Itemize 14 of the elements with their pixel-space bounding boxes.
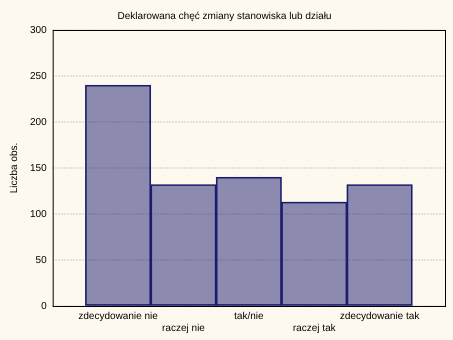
x-tick-label: raczej nie xyxy=(162,322,206,334)
y-tick-label: 100 xyxy=(30,208,48,220)
y-tick-label: 50 xyxy=(36,254,48,266)
x-tick-label: zdecydowanie tak xyxy=(340,310,420,322)
x-tick-label: tak/nie xyxy=(234,310,264,322)
y-tick-label: 0 xyxy=(41,300,48,312)
y-axis-title: Liczba obs. xyxy=(8,142,20,194)
y-tick-label: 250 xyxy=(30,70,48,82)
y-tick-label: 300 xyxy=(30,24,48,36)
chart-title: Deklarowana chęć zmiany stanowiska lub działu xyxy=(118,10,332,22)
y-tick-label: 200 xyxy=(30,116,48,128)
y-tick-label: 150 xyxy=(30,162,48,174)
x-tick-label: zdecydowanie nie xyxy=(78,310,158,322)
x-tick-label: raczej tak xyxy=(292,322,337,334)
